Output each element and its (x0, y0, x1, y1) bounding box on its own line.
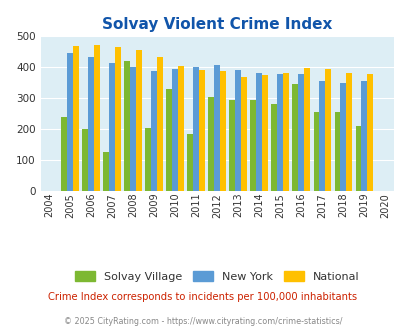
Bar (214, 65, 220, 191)
Bar (82, 129, 88, 191)
Bar (271, 104, 277, 191)
Bar (61, 117, 67, 191)
Bar (319, 81, 324, 191)
Bar (172, 70, 178, 191)
Bar (292, 84, 298, 191)
Bar (334, 112, 339, 191)
Bar (73, 46, 79, 191)
Bar (178, 66, 183, 191)
Bar (208, 97, 214, 191)
Bar (355, 126, 360, 191)
Bar (166, 89, 172, 191)
Bar (220, 71, 226, 191)
Bar (250, 100, 256, 191)
Bar (229, 100, 235, 191)
Bar (193, 67, 198, 191)
Bar (67, 53, 73, 191)
Bar (324, 69, 330, 191)
Bar (262, 75, 267, 191)
Bar (130, 67, 136, 191)
Legend: Solvay Village, New York, National: Solvay Village, New York, National (69, 265, 364, 287)
Bar (256, 73, 262, 191)
Bar (241, 77, 247, 191)
Bar (187, 134, 193, 191)
Bar (94, 45, 100, 191)
Bar (88, 57, 94, 191)
Bar (136, 50, 142, 191)
Bar (157, 57, 162, 191)
Bar (360, 81, 367, 191)
Bar (313, 112, 319, 191)
Bar (145, 128, 151, 191)
Bar (115, 47, 121, 191)
Bar (367, 74, 372, 191)
Bar (124, 61, 130, 191)
Bar (198, 70, 205, 191)
Text: © 2025 CityRating.com - https://www.cityrating.com/crime-statistics/: © 2025 CityRating.com - https://www.city… (64, 317, 341, 326)
Bar (277, 74, 283, 191)
Bar (151, 71, 157, 191)
Text: Crime Index corresponds to incidents per 100,000 inhabitants: Crime Index corresponds to incidents per… (48, 292, 357, 302)
Bar (339, 83, 345, 191)
Bar (303, 68, 309, 191)
Bar (103, 152, 109, 191)
Bar (298, 75, 303, 191)
Bar (235, 70, 241, 191)
Bar (345, 73, 351, 191)
Bar (109, 63, 115, 191)
Title: Solvay Violent Crime Index: Solvay Violent Crime Index (102, 17, 332, 32)
Bar (283, 73, 288, 191)
